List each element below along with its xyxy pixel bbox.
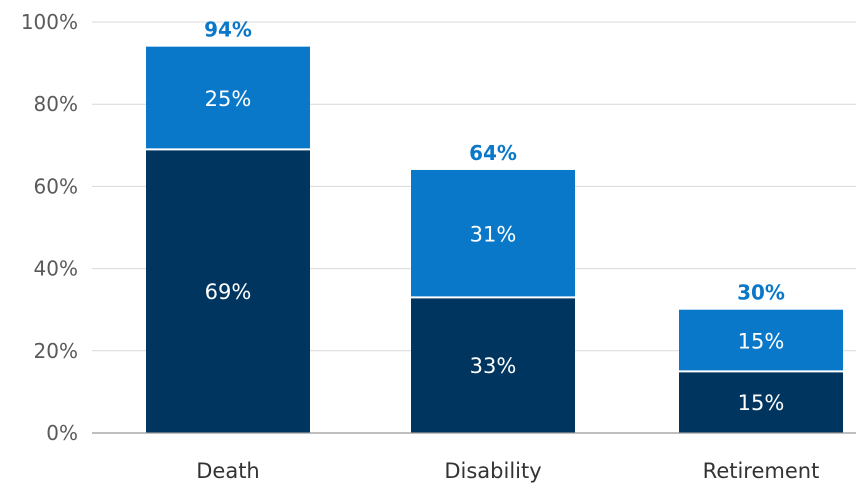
x-category-label: Death	[196, 459, 260, 483]
segment-value-label: 33%	[470, 354, 517, 378]
x-category-label: Retirement	[703, 459, 820, 483]
y-axis: 0% 20% 40% 60% 80% 100%	[21, 10, 78, 445]
y-tick-label: 80%	[34, 92, 78, 116]
y-tick-label: 20%	[34, 339, 78, 363]
bar-segment-top	[411, 169, 575, 298]
y-tick-label: 0%	[46, 421, 78, 445]
y-tick-label: 40%	[34, 257, 78, 281]
bar-labels: 69% 25% 94% 33% 31% 64% 15% 15% 30%	[204, 18, 785, 416]
y-tick-label: 100%	[21, 10, 78, 34]
segment-value-label: 15%	[738, 391, 785, 415]
bar-segment-bottom	[146, 149, 310, 433]
x-category-label: Disability	[444, 459, 541, 483]
bar-segment-bottom	[411, 297, 575, 433]
total-label: 94%	[204, 18, 252, 42]
x-axis: Death Disability Retirement	[92, 432, 856, 483]
bar-segment-bottom	[679, 371, 843, 433]
segment-value-label: 15%	[738, 330, 785, 354]
y-tick-label: 60%	[34, 174, 78, 198]
total-label: 30%	[737, 281, 785, 305]
segment-value-label: 25%	[205, 87, 252, 111]
total-label: 64%	[469, 141, 517, 165]
bar-segment-top	[146, 46, 310, 150]
segment-value-label: 31%	[470, 223, 517, 247]
bars	[146, 46, 843, 433]
segment-value-label: 69%	[205, 280, 252, 304]
bar-segment-top	[679, 309, 843, 372]
